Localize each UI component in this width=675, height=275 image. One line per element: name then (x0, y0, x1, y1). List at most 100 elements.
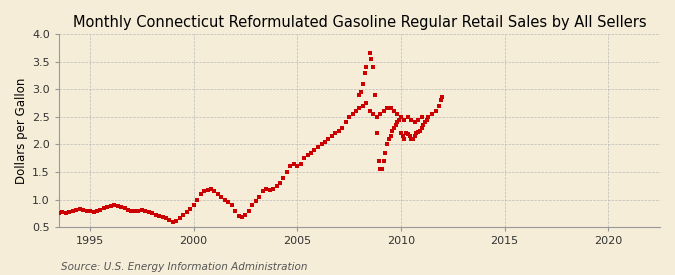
Point (385, 134, 396, 138)
Point (219, 197, 230, 202)
Point (140, 208, 151, 213)
Point (292, 164, 302, 169)
Point (285, 164, 296, 169)
Point (392, 112, 403, 116)
Point (378, 109, 389, 114)
Point (394, 117, 405, 122)
Point (333, 128, 344, 133)
Point (412, 117, 423, 122)
Point (209, 189, 220, 194)
Title: Monthly Connecticut Reformulated Gasoline Regular Retail Sales by All Sellers: Monthly Connecticut Reformulated Gasolin… (73, 15, 646, 30)
Point (366, 57, 377, 61)
Point (396, 115, 406, 119)
Point (81, 208, 92, 213)
Point (257, 189, 268, 194)
Point (130, 209, 140, 213)
Point (344, 115, 354, 119)
Point (410, 120, 421, 125)
Point (268, 186, 279, 191)
Point (316, 142, 327, 147)
Point (105, 204, 116, 208)
Point (402, 115, 413, 119)
Point (406, 137, 416, 141)
Point (399, 137, 410, 141)
Point (399, 117, 410, 122)
Point (337, 126, 348, 130)
Point (370, 92, 381, 97)
Point (418, 123, 429, 127)
Point (71, 208, 82, 212)
Point (74, 207, 85, 211)
Point (64, 210, 75, 214)
Point (387, 128, 398, 133)
Point (410, 134, 421, 138)
Point (364, 109, 375, 114)
Point (112, 204, 123, 208)
Point (136, 207, 147, 212)
Point (126, 208, 137, 213)
Point (368, 65, 379, 69)
Point (359, 70, 370, 75)
Point (381, 106, 392, 111)
Point (185, 207, 196, 211)
Point (99, 206, 109, 210)
Point (192, 197, 202, 202)
Point (244, 208, 254, 213)
Point (330, 131, 341, 136)
Point (375, 112, 385, 116)
Point (375, 167, 385, 171)
Point (437, 95, 448, 100)
Point (430, 109, 441, 114)
Point (350, 109, 361, 114)
Point (404, 134, 415, 138)
Point (356, 90, 367, 94)
Point (392, 120, 403, 125)
Point (416, 115, 427, 119)
Point (380, 150, 391, 155)
Point (68, 209, 78, 213)
Point (385, 106, 396, 111)
Point (84, 209, 95, 213)
Point (278, 175, 289, 180)
Point (95, 207, 106, 212)
Point (60, 211, 71, 215)
Point (411, 131, 422, 136)
Point (323, 137, 333, 141)
Point (373, 159, 384, 163)
Point (427, 112, 437, 116)
Point (340, 120, 351, 125)
Point (202, 188, 213, 192)
Point (396, 131, 406, 136)
Point (397, 134, 408, 138)
Point (361, 65, 372, 69)
Point (182, 210, 192, 214)
Point (151, 213, 161, 217)
Point (213, 192, 223, 196)
Point (174, 216, 185, 221)
Point (368, 112, 379, 116)
Point (240, 213, 251, 217)
Point (420, 120, 431, 125)
Point (236, 215, 247, 219)
Point (299, 156, 310, 160)
Point (408, 137, 418, 141)
Point (171, 218, 182, 223)
Point (358, 81, 369, 86)
Point (123, 207, 134, 212)
Point (327, 134, 338, 138)
Point (414, 128, 425, 133)
Point (119, 206, 130, 211)
Point (109, 203, 119, 207)
Point (188, 203, 199, 207)
Point (198, 189, 209, 194)
Point (381, 142, 392, 147)
Point (401, 131, 412, 136)
Y-axis label: Dollars per Gallon: Dollars per Gallon (15, 77, 28, 184)
Point (216, 195, 227, 199)
Point (133, 208, 144, 213)
Point (390, 123, 401, 127)
Point (157, 215, 168, 219)
Point (146, 211, 157, 216)
Point (92, 208, 103, 213)
Point (296, 161, 306, 166)
